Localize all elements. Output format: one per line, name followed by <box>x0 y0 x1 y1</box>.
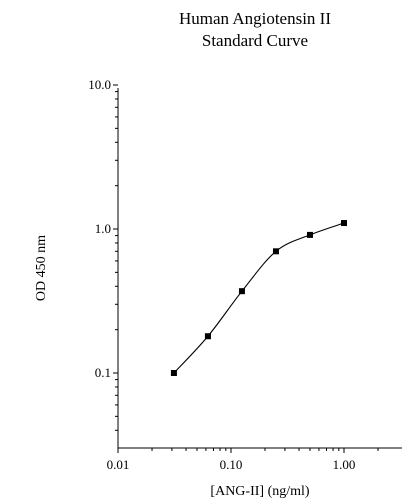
fitted-curve <box>174 223 344 373</box>
chart-title-line-1: Human Angiotensin II <box>179 9 331 28</box>
data-point <box>307 232 313 238</box>
y-tick-label: 1.0 <box>95 221 111 236</box>
data-point <box>239 288 245 294</box>
data-points <box>171 220 347 376</box>
data-point <box>273 248 279 254</box>
x-axis-label: [ANG-II] (ng/ml) <box>210 484 309 499</box>
x-tick-label: 0.01 <box>107 457 130 472</box>
x-tick-label: 1.00 <box>333 457 356 472</box>
data-point <box>171 370 177 376</box>
x-axis-ticks: 0.01 0.10 1.00 <box>107 448 378 472</box>
chart-title-line-2: Standard Curve <box>202 31 308 50</box>
data-point <box>205 333 211 339</box>
x-tick-label: 0.10 <box>220 457 243 472</box>
data-point <box>341 220 347 226</box>
y-axis-label: OD 450 nm <box>34 235 49 301</box>
y-tick-label: 0.1 <box>95 365 111 380</box>
y-tick-label: 10.0 <box>88 77 111 92</box>
y-axis-ticks: 0.1 1.0 10.0 <box>88 77 118 430</box>
